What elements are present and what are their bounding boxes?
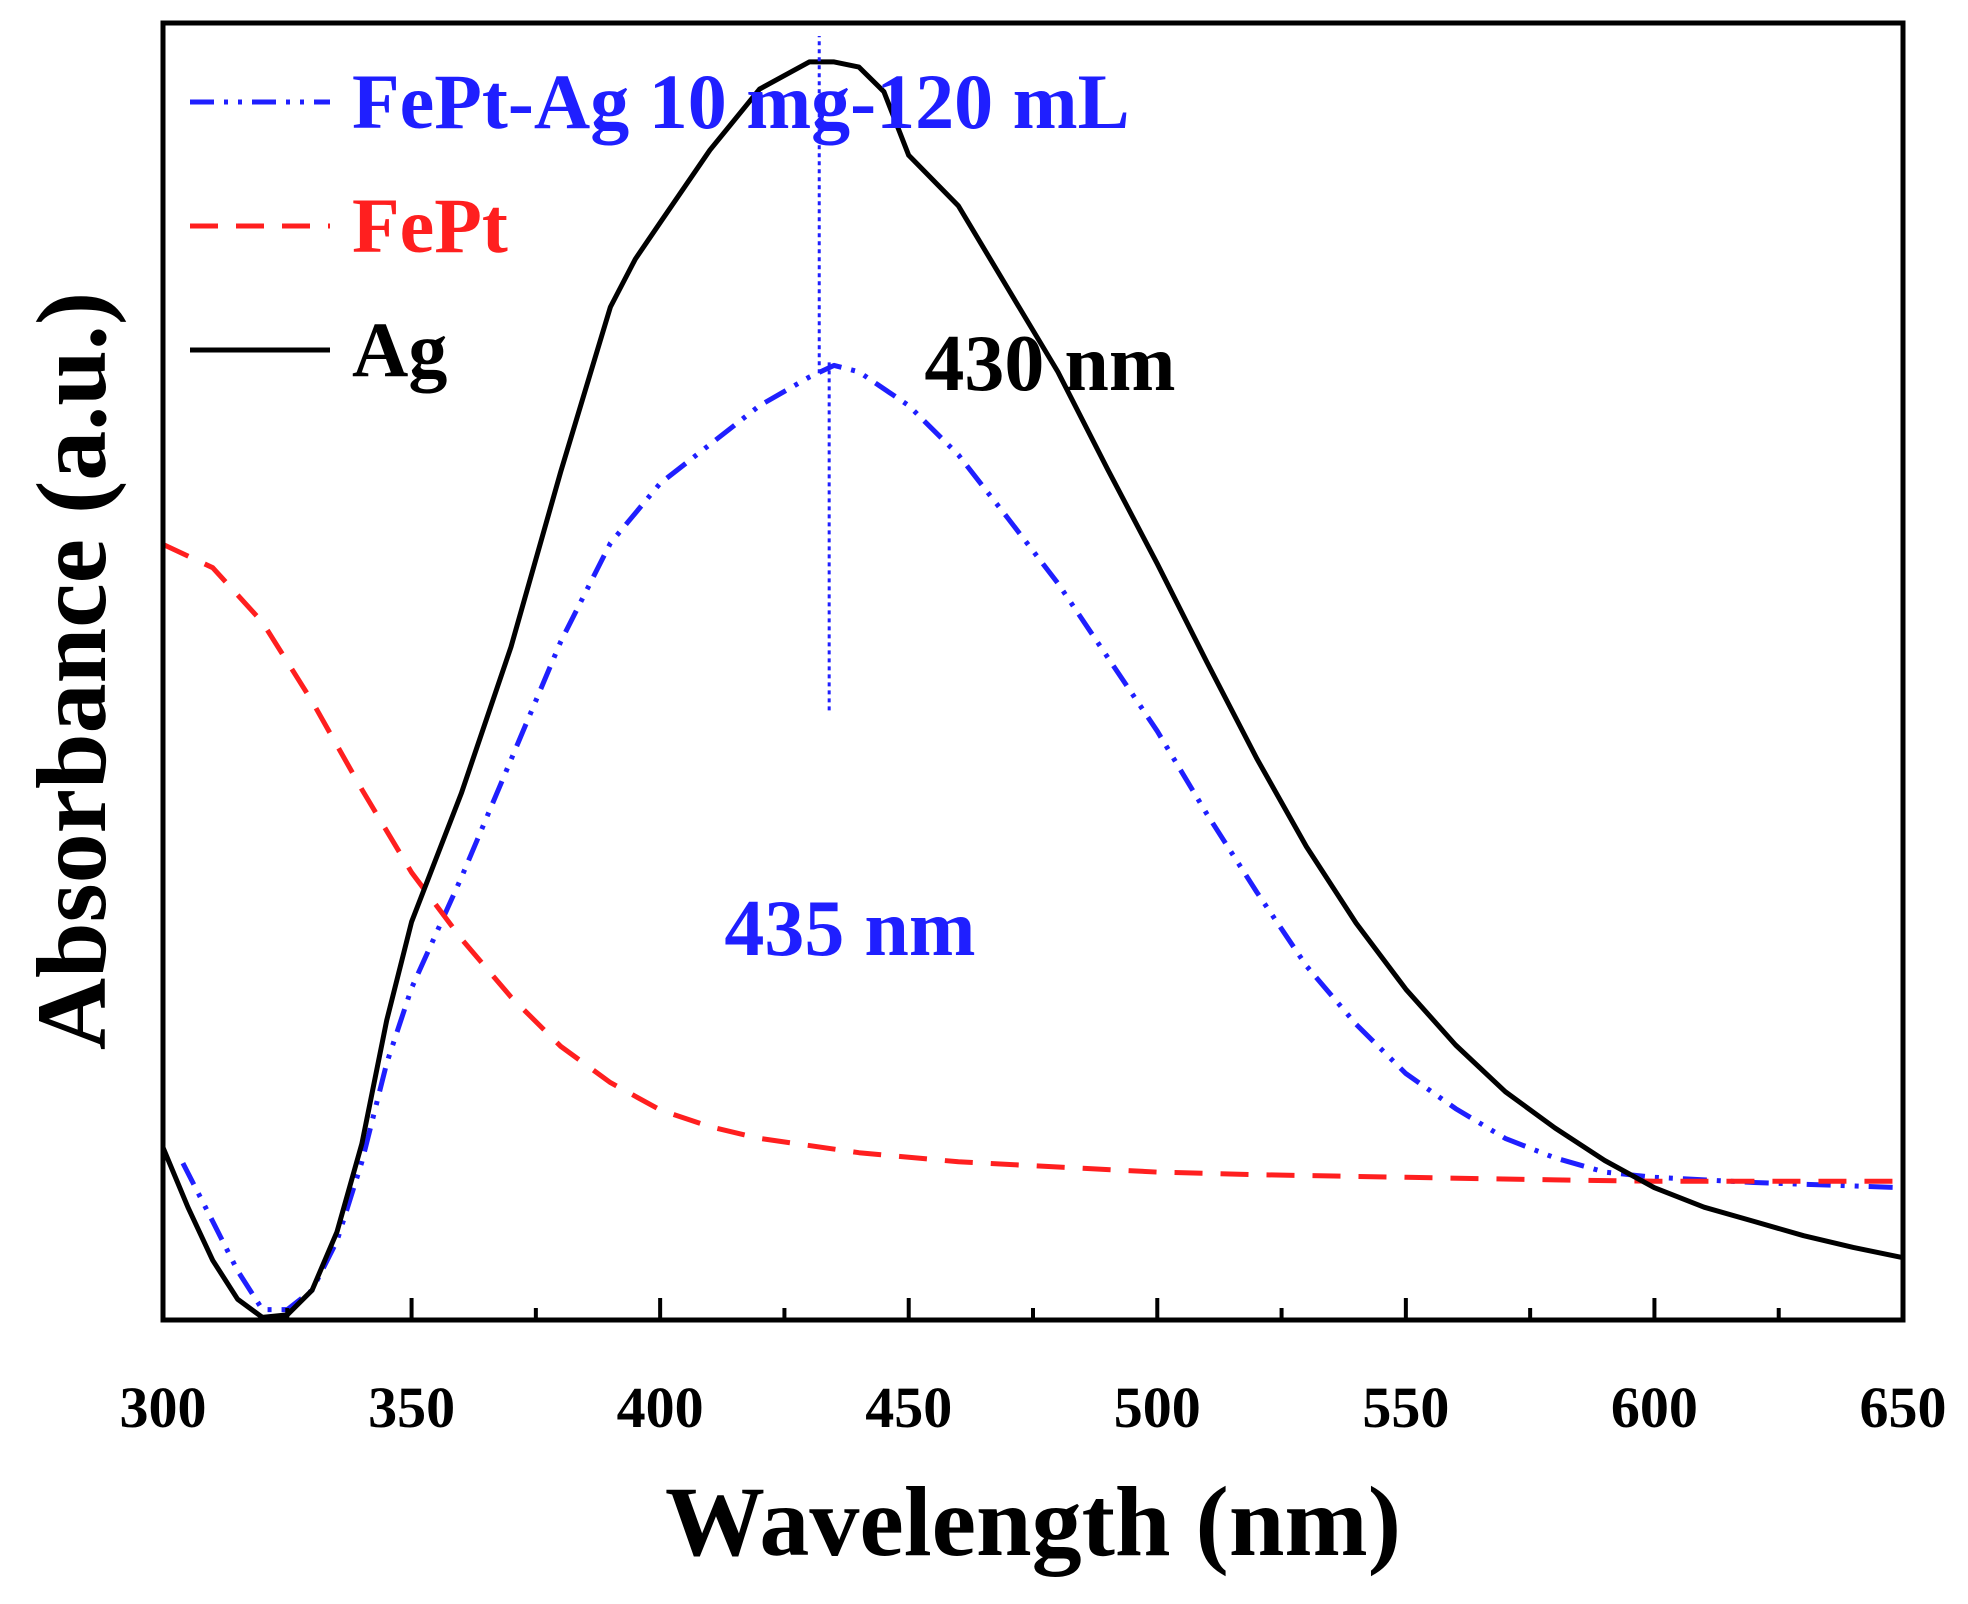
x-tick-label-350: 350	[368, 1375, 455, 1440]
legend-label-ag: Ag	[352, 306, 447, 393]
legend: FePt-Ag 10 mg-120 mL FePt Ag	[190, 58, 1130, 393]
annotation-markers	[817, 35, 831, 711]
series-line-fept	[161, 542, 1903, 1184]
x-tick-label-650: 650	[1860, 1375, 1947, 1440]
x-tick-label-500: 500	[1114, 1375, 1201, 1440]
x-axis-ticks: 300 350 400 450 500 550 600 650	[120, 1298, 1947, 1440]
annotations: 430 nm 435 nm	[724, 320, 1175, 973]
x-tick-label-300: 300	[120, 1375, 207, 1440]
y-axis-title: Absorbance (a.u.)	[16, 292, 127, 1050]
plot-area	[160, 59, 1904, 1320]
legend-label-fept: FePt	[352, 182, 508, 269]
peak-label-430-nm: 430 nm	[924, 320, 1175, 408]
peak-label-435-nm: 435 nm	[724, 885, 975, 973]
legend-label-fept-ag-10-mg-120-ml: FePt-Ag 10 mg-120 mL	[352, 58, 1130, 145]
x-tick-label-450: 450	[865, 1375, 952, 1440]
x-axis-title: Wavelength (nm)	[665, 1466, 1401, 1577]
x-tick-label-400: 400	[617, 1375, 704, 1440]
x-tick-label-550: 550	[1362, 1375, 1449, 1440]
series-line-ag	[160, 59, 1904, 1320]
x-tick-label-600: 600	[1611, 1375, 1698, 1440]
